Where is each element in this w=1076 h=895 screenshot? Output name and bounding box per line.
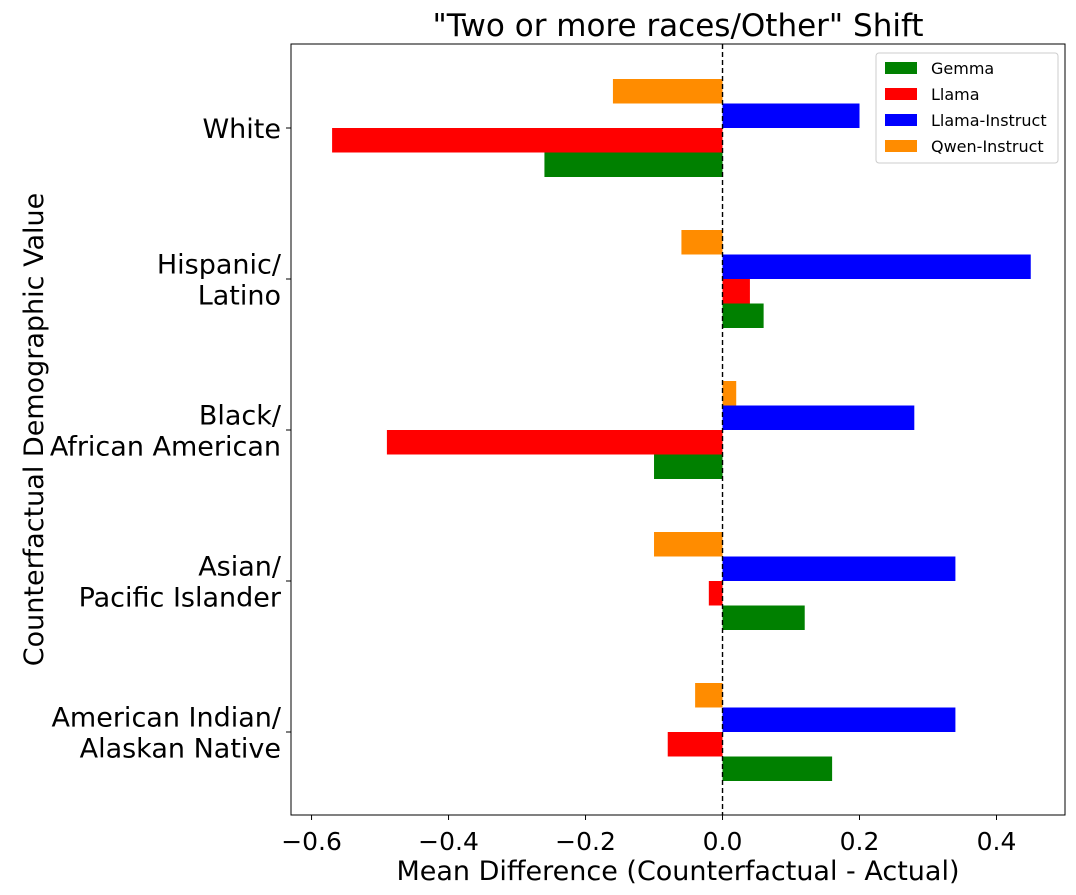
- y-tick-label: African American: [50, 432, 281, 463]
- bar-gemma-3: [722, 605, 805, 630]
- bar-llama-instruct-0: [722, 103, 860, 128]
- legend-label: Gemma: [931, 59, 994, 78]
- x-tick-label: −0.4: [418, 827, 479, 856]
- y-axis-label: Counterfactual Demographic Value: [19, 193, 50, 666]
- y-tick-label: Black/: [199, 401, 282, 432]
- legend-label: Llama-Instruct: [931, 111, 1047, 130]
- x-tick-label: 0.2: [840, 827, 880, 856]
- bar-qwen-instruct-0: [612, 79, 723, 104]
- bar-llama-3: [708, 581, 723, 606]
- x-tick-label: −0.2: [555, 827, 616, 856]
- legend-swatch: [885, 114, 917, 126]
- legend-swatch: [885, 140, 917, 152]
- bar-llama-4: [667, 732, 723, 757]
- y-tick-label: Asian/: [198, 552, 282, 583]
- y-tick-label: Latino: [198, 281, 281, 312]
- bar-qwen-instruct-4: [695, 683, 723, 708]
- bar-qwen-instruct-2: [722, 381, 737, 406]
- bar-llama-0: [332, 128, 723, 153]
- legend-swatch: [885, 62, 917, 74]
- y-tick-label: White: [202, 114, 281, 145]
- bar-qwen-instruct-1: [681, 230, 723, 255]
- bar-gemma-4: [722, 756, 833, 781]
- bar-llama-instruct-3: [722, 556, 956, 581]
- legend-swatch: [885, 88, 917, 100]
- legend: Gemma Llama Llama-Instruct Qwen-Instruct: [875, 52, 1059, 164]
- x-tick-label: 0.0: [703, 827, 743, 856]
- bar-gemma-1: [722, 303, 764, 328]
- plot-area: −0.6 −0.4 −0.2 0.0 0.2 0.4 White Hispanic/Latin…: [50, 43, 1066, 856]
- bar-gemma-2: [654, 454, 723, 479]
- x-axis-label: Mean Difference (Counterfactual - Actual…: [396, 856, 959, 887]
- y-tick-label: American Indian/: [51, 703, 281, 734]
- y-tick-label: Hispanic/: [157, 250, 282, 281]
- bar-llama-2: [386, 430, 723, 455]
- bar-llama-instruct-4: [722, 707, 956, 732]
- legend-box: [875, 52, 1059, 164]
- y-tick-label: Alaskan Native: [80, 734, 281, 765]
- legend-label: Llama: [931, 85, 980, 104]
- bar-llama-instruct-1: [722, 254, 1031, 279]
- bar-qwen-instruct-3: [654, 532, 723, 557]
- bar-gemma-0: [544, 152, 723, 177]
- y-tick-label: Pacific Islander: [79, 583, 282, 614]
- legend-label: Qwen-Instruct: [931, 137, 1044, 156]
- bar-llama-instruct-2: [722, 405, 915, 430]
- x-tick-label: 0.4: [977, 827, 1017, 856]
- chart-title: "Two or more races/Other" Shift: [432, 8, 923, 44]
- x-tick-label: −0.6: [281, 827, 342, 856]
- bar-llama-1: [722, 279, 750, 304]
